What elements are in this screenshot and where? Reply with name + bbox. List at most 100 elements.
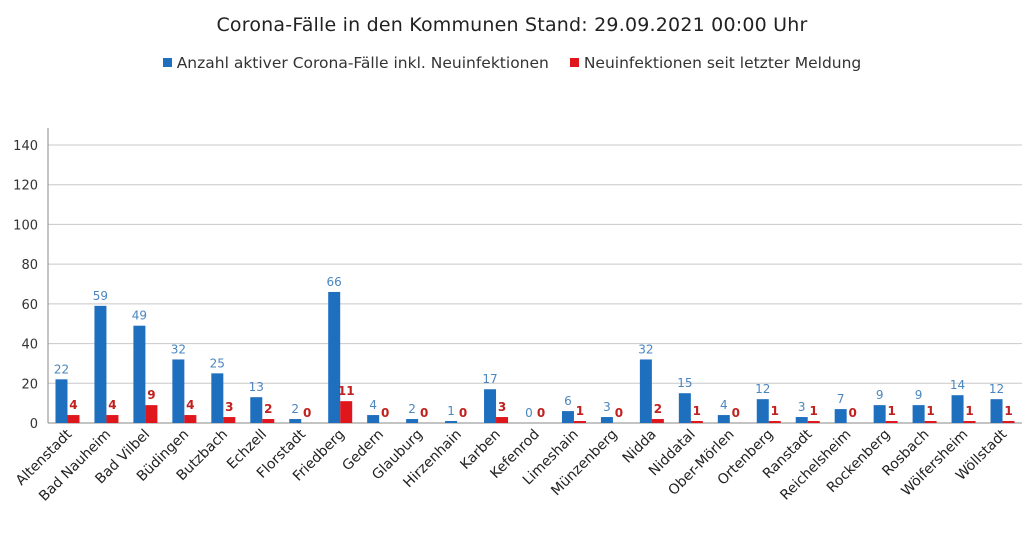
bar-active-14 xyxy=(600,417,613,423)
data-label-new: 1 xyxy=(810,404,818,418)
data-label-new: 0 xyxy=(459,406,467,420)
data-label-new: 2 xyxy=(654,402,662,416)
bar-active-17 xyxy=(717,415,730,423)
y-tick-label: 60 xyxy=(21,298,38,313)
bar-new-11 xyxy=(496,417,509,423)
data-label-active: 3 xyxy=(603,400,611,414)
data-label-new: 3 xyxy=(498,400,506,414)
data-label-new: 3 xyxy=(225,400,233,414)
bar-active-5 xyxy=(250,397,263,423)
bar-active-3 xyxy=(172,359,185,423)
data-label-active: 7 xyxy=(837,392,845,406)
data-label-active: 9 xyxy=(915,388,923,402)
data-label-active: 4 xyxy=(369,398,377,412)
bar-active-1 xyxy=(94,305,107,423)
legend-label-new: Neuinfektionen seit letzter Meldung xyxy=(583,54,862,72)
bar-active-8 xyxy=(367,415,380,423)
data-label-new: 4 xyxy=(69,398,77,412)
data-label-new: 0 xyxy=(615,406,623,420)
bar-active-10 xyxy=(445,421,458,423)
bar-active-24 xyxy=(990,399,1003,423)
data-label-active: 32 xyxy=(638,342,653,356)
data-label-new: 0 xyxy=(849,406,857,420)
bar-active-11 xyxy=(484,389,497,423)
data-label-new: 0 xyxy=(732,406,740,420)
data-label-active: 14 xyxy=(950,378,965,392)
bar-new-23 xyxy=(963,421,976,423)
data-label-active: 4 xyxy=(720,398,728,412)
bar-new-22 xyxy=(924,421,937,423)
data-label-new: 4 xyxy=(108,398,116,412)
data-label-new: 1 xyxy=(1004,404,1012,418)
bar-active-16 xyxy=(678,393,691,423)
bar-active-7 xyxy=(328,291,341,423)
bar-new-13 xyxy=(573,421,586,423)
y-tick-label: 140 xyxy=(13,139,38,154)
bar-new-3 xyxy=(184,415,197,423)
bar-active-4 xyxy=(211,373,224,423)
data-label-active: 9 xyxy=(876,388,884,402)
data-label-active: 32 xyxy=(171,342,186,356)
data-label-new: 1 xyxy=(926,404,934,418)
bar-new-1 xyxy=(106,415,119,423)
data-label-new: 11 xyxy=(338,384,355,398)
bar-active-13 xyxy=(561,411,574,423)
bar-new-0 xyxy=(67,415,80,423)
bar-new-5 xyxy=(262,419,275,423)
bar-new-24 xyxy=(1002,421,1015,423)
bar-active-22 xyxy=(912,405,925,423)
data-label-new: 1 xyxy=(887,404,895,418)
y-tick-label: 80 xyxy=(21,258,38,273)
data-label-active: 49 xyxy=(132,309,147,323)
data-label-new: 1 xyxy=(576,404,584,418)
data-label-active: 2 xyxy=(408,402,416,416)
bar-active-20 xyxy=(834,409,847,423)
data-label-active: 12 xyxy=(989,382,1004,396)
y-tick-label: 0 xyxy=(30,417,38,432)
legend-label-active: Anzahl aktiver Corona-Fälle inkl. Neuinf… xyxy=(176,54,549,72)
data-label-active: 59 xyxy=(93,289,108,303)
data-label-new: 0 xyxy=(303,406,311,420)
bar-new-15 xyxy=(651,419,664,423)
data-label-active: 22 xyxy=(54,362,69,376)
bar-new-18 xyxy=(768,421,781,423)
bar-active-23 xyxy=(951,395,964,423)
bar-active-21 xyxy=(873,405,886,423)
data-label-active: 13 xyxy=(249,380,264,394)
chart-legend: Anzahl aktiver Corona-Fälle inkl. Neuinf… xyxy=(0,54,1024,72)
data-label-new: 4 xyxy=(186,398,194,412)
data-label-new: 1 xyxy=(965,404,973,418)
data-label-new: 2 xyxy=(264,402,272,416)
data-label-new: 0 xyxy=(537,406,545,420)
y-tick-label: 100 xyxy=(13,218,38,233)
bar-active-2 xyxy=(133,325,146,423)
bar-active-19 xyxy=(795,417,808,423)
data-label-new: 9 xyxy=(147,388,155,402)
legend-swatch-new xyxy=(569,58,579,67)
legend-item-active: Anzahl aktiver Corona-Fälle inkl. Neuinf… xyxy=(162,54,549,72)
bar-active-6 xyxy=(289,419,302,423)
bar-new-19 xyxy=(807,421,820,423)
data-label-new: 1 xyxy=(771,404,779,418)
data-label-new: 1 xyxy=(693,404,701,418)
data-label-active: 0 xyxy=(525,406,533,420)
data-label-active: 17 xyxy=(482,372,497,386)
bar-new-2 xyxy=(145,405,158,423)
y-tick-label: 40 xyxy=(21,338,38,353)
legend-item-new: Neuinfektionen seit letzter Meldung xyxy=(569,54,862,72)
data-label-active: 1 xyxy=(447,404,455,418)
data-label-new: 0 xyxy=(381,406,389,420)
bar-active-15 xyxy=(639,359,652,423)
bar-new-4 xyxy=(223,417,236,423)
data-label-active: 12 xyxy=(755,382,770,396)
data-label-active: 15 xyxy=(677,376,692,390)
bar-active-9 xyxy=(406,419,419,423)
data-label-active: 2 xyxy=(291,402,299,416)
data-label-active: 3 xyxy=(798,400,806,414)
data-label-new: 0 xyxy=(420,406,428,420)
data-label-active: 66 xyxy=(327,275,342,289)
bar-active-18 xyxy=(756,399,769,423)
bar-new-16 xyxy=(690,421,703,423)
y-tick-label: 20 xyxy=(21,377,38,392)
